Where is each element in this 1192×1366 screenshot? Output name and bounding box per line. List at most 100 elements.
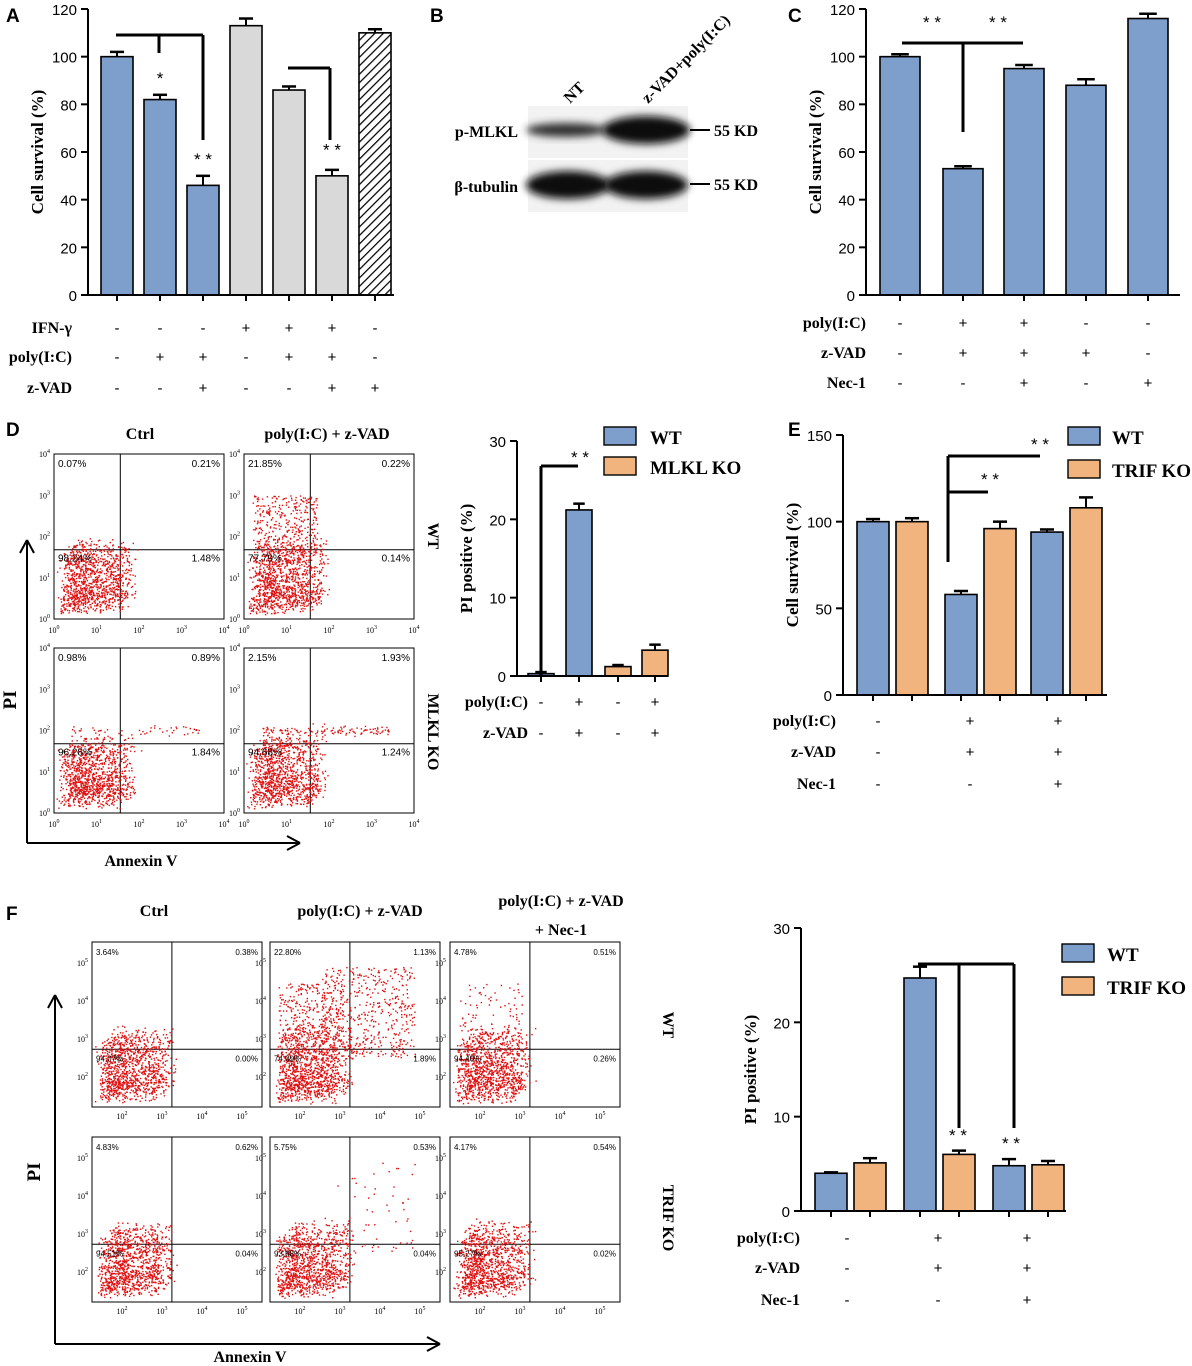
cell-dot [101,762,103,764]
x-tick-label: 102 [134,625,145,635]
cell-dot [102,793,104,795]
cell-dot [290,571,292,573]
cell-dot [314,775,317,777]
cell-dot [279,765,281,768]
cell-dot [285,522,288,524]
cell-dot [268,580,271,583]
cell-dot [112,548,114,550]
cell-dot [92,785,94,787]
y-tick-label: 10 [773,1110,790,1127]
y-axis-label: Cell survival (%) [806,90,825,215]
cell-dot [88,771,90,773]
cell-dot [290,497,293,499]
cell-dot [294,499,297,501]
cell-dot [118,573,120,576]
cell-dot [305,499,307,501]
cell-dot [271,497,274,499]
cell-dot [142,730,144,733]
cell-dot [71,760,73,762]
cell-dot [269,736,271,739]
cell-dot [314,759,316,761]
cell-dot [302,792,305,794]
cell-dot [84,746,86,748]
cell-dot [64,803,66,805]
cell-dot [291,784,293,786]
cell-dot [261,755,263,758]
cell-dot [118,781,120,783]
cell-dot [71,597,74,599]
cell-dot [268,597,270,600]
cell-dot [80,555,82,557]
cell-dot [126,747,128,750]
cell-dot [281,578,283,581]
cell-dot [122,584,124,587]
cell-dot [266,523,268,526]
cell-dot [73,564,75,566]
cell-dot [93,543,95,546]
cell-dot [82,589,84,591]
cell-dot [264,773,266,775]
cell-dot [81,581,83,584]
cell-dot [68,793,70,796]
cell-dot [263,601,265,603]
cell-dot [83,775,85,777]
cell-dot [256,523,259,525]
cell-dot [285,554,287,556]
cell-dot [322,773,324,775]
cell-dot [258,590,260,593]
cell-dot [112,550,114,552]
cell-dot [76,790,78,792]
cell-dot [320,600,322,602]
cell-dot [293,506,296,508]
cell-dot [288,501,290,503]
cell-dot [115,554,117,556]
cell-dot [305,572,308,575]
condition-label: z-VAD [821,345,866,362]
tick-exponent: 3 [374,625,377,631]
cell-dot [125,789,127,791]
cell-dot [63,590,66,592]
cell-dot [261,753,264,756]
cell-dot [116,577,118,580]
cell-dot [64,760,66,763]
cell-dot [124,594,126,596]
cell-dot [93,585,95,587]
cell-dot [75,767,78,770]
cell-dot [106,788,109,790]
cell-dot [79,595,81,597]
cell-dot [268,536,270,538]
cell-dot [175,726,177,728]
cell-dot [75,562,77,565]
cell-dot [108,547,110,549]
cell-dot [299,564,301,567]
cell-dot [266,496,269,498]
cell-dot [319,753,322,755]
cell-dot [117,555,119,557]
cell-dot [316,552,318,554]
cell-dot [309,787,312,790]
cell-dot [112,597,114,599]
cell-dot [124,749,127,751]
cell-dot [71,593,73,595]
cell-dot [310,751,312,753]
cell-dot [85,541,87,544]
cell-dot [76,775,78,777]
cell-dot [110,554,112,556]
cell-dot [109,568,111,570]
cell-dot [113,797,115,799]
cell-dot [132,594,134,596]
cell-dot [103,587,105,589]
cell-dot [276,738,278,740]
tick-exponent: 1 [47,573,50,579]
cell-dot [74,785,76,787]
cell-dot [119,608,121,610]
cell-dot [64,762,66,764]
cell-dot [88,568,90,570]
cell-dot [289,562,292,564]
cell-dot [97,540,100,542]
cell-dot [91,764,93,766]
cell-dot [63,608,66,611]
cell-dot [61,611,63,613]
cell-dot [312,540,314,542]
cell-dot [104,758,107,760]
